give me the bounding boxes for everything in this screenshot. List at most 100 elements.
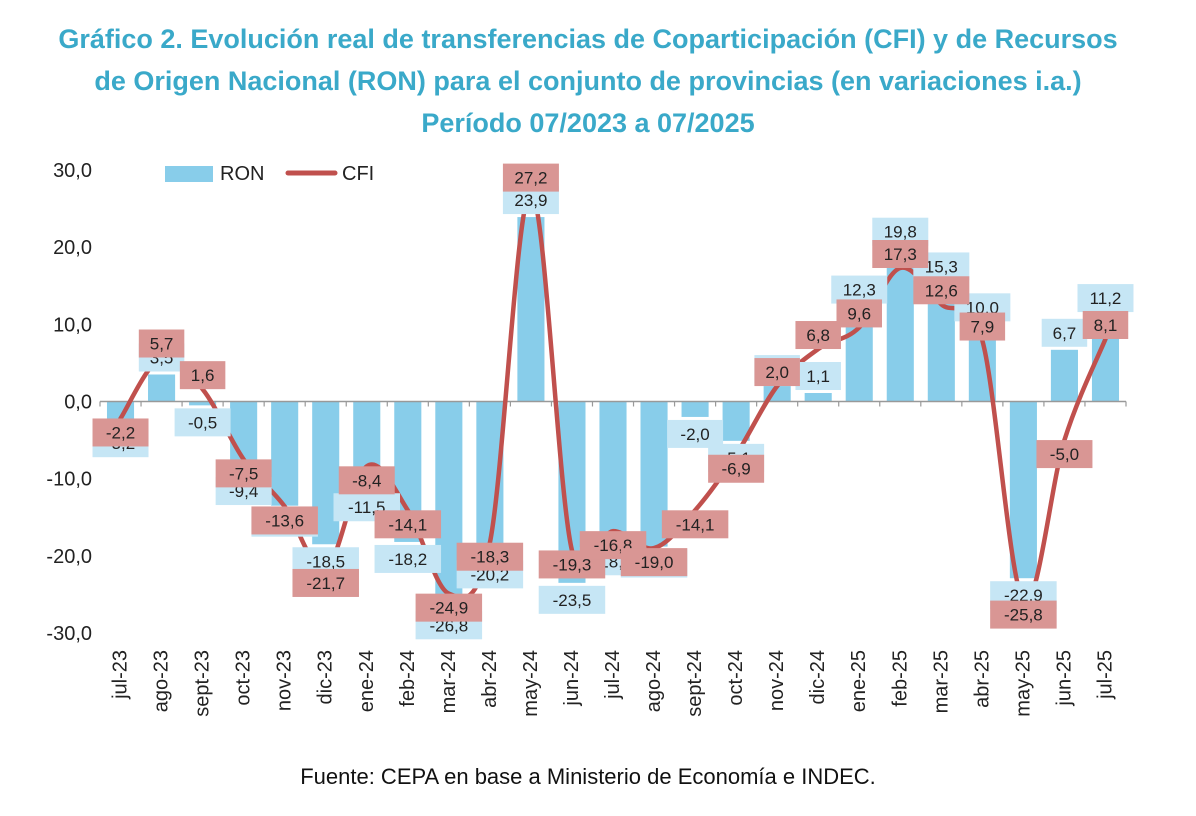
y-tick-label: 30,0 bbox=[53, 160, 92, 182]
x-tick-label: feb-25 bbox=[889, 650, 911, 707]
data-label-cfi: -19,0 bbox=[635, 553, 674, 572]
data-label-ron-bg bbox=[374, 544, 442, 573]
bar-ron bbox=[189, 401, 217, 406]
data-label-ron: -18,2 bbox=[388, 550, 427, 569]
data-label-cfi: -6,9 bbox=[721, 460, 750, 479]
data-label-ron: 23,9 bbox=[514, 191, 547, 210]
y-tick-label: 0,0 bbox=[64, 392, 92, 414]
data-label-cfi-bg bbox=[456, 542, 524, 571]
x-tick-label: abr-24 bbox=[479, 650, 501, 708]
data-label-cfi-bg bbox=[92, 418, 149, 447]
data-label-cfi-bg bbox=[1036, 440, 1093, 469]
data-label-cfi: 27,2 bbox=[514, 169, 547, 188]
data-label-cfi-bg bbox=[708, 454, 765, 483]
bar-ron bbox=[722, 401, 750, 441]
data-label-cfi: -5,0 bbox=[1050, 445, 1079, 464]
data-label-ron: 19,8 bbox=[884, 223, 917, 242]
data-label-cfi-bg bbox=[872, 240, 929, 269]
legend-label-ron: RON bbox=[220, 163, 264, 185]
y-tick-label: -30,0 bbox=[46, 623, 92, 645]
x-tick-label: abr-25 bbox=[971, 650, 993, 708]
data-label-ron-bg bbox=[667, 419, 724, 448]
bar-ron bbox=[148, 374, 176, 402]
x-tick-label: nov-24 bbox=[766, 650, 788, 711]
x-tick-label: mar-25 bbox=[930, 650, 952, 713]
data-label-cfi: -24,9 bbox=[429, 599, 468, 618]
data-label-ron: 6,7 bbox=[1053, 324, 1077, 343]
x-tick-label: mar-24 bbox=[438, 650, 460, 713]
x-tick-label: feb-24 bbox=[397, 650, 419, 707]
y-tick-label: 10,0 bbox=[53, 314, 92, 336]
data-label-cfi: -25,8 bbox=[1004, 606, 1043, 625]
x-tick-label: jun-25 bbox=[1053, 650, 1075, 707]
data-label-cfi: 7,9 bbox=[971, 318, 995, 337]
data-label-cfi-bg bbox=[292, 568, 359, 597]
x-tick-label: jul-23 bbox=[110, 650, 132, 700]
x-tick-label: jun-24 bbox=[561, 650, 583, 707]
data-label-cfi-bg bbox=[1082, 310, 1129, 339]
x-tick-label: may-25 bbox=[1012, 650, 1034, 717]
data-label-cfi: -18,3 bbox=[471, 548, 510, 567]
data-label-ron-bg bbox=[831, 275, 888, 304]
x-tick-label: dic-23 bbox=[315, 650, 337, 704]
source-note: Fuente: CEPA en base a Ministerio de Eco… bbox=[300, 764, 876, 789]
data-label-ron: 11,2 bbox=[1090, 289, 1122, 308]
x-tick-label: ene-25 bbox=[848, 650, 870, 712]
data-label-cfi-bg bbox=[754, 358, 800, 387]
data-label-cfi-bg bbox=[502, 163, 559, 192]
data-label-cfi: -8,4 bbox=[352, 471, 381, 490]
bar-ron bbox=[599, 401, 627, 545]
data-label-ron: 1,1 bbox=[806, 367, 830, 386]
chart-title-line-1: Gráfico 2. Evolución real de transferenc… bbox=[58, 24, 1118, 54]
data-label-cfi: -19,3 bbox=[553, 555, 592, 574]
data-label-cfi: 5,7 bbox=[150, 335, 174, 354]
data-label-ron: -22,9 bbox=[1004, 586, 1043, 605]
data-label-cfi: 8,1 bbox=[1094, 316, 1118, 335]
data-label-cfi: 2,0 bbox=[765, 363, 789, 382]
y-tick-label: -10,0 bbox=[46, 469, 92, 491]
data-label-cfi: 17,3 bbox=[884, 245, 917, 264]
data-label-cfi-bg bbox=[374, 510, 442, 539]
x-tick-label: ago-23 bbox=[151, 650, 173, 712]
data-label-ron-bg bbox=[1077, 284, 1134, 313]
legend-swatch-ron bbox=[165, 166, 213, 182]
data-label-cfi-bg bbox=[179, 361, 226, 390]
data-label-ron-bg bbox=[795, 362, 841, 391]
x-tick-label: ene-24 bbox=[356, 650, 378, 712]
data-label-cfi-bg bbox=[990, 600, 1057, 629]
data-label-cfi-bg bbox=[415, 593, 483, 622]
data-label-ron: -23,5 bbox=[553, 591, 592, 610]
x-tick-label: dic-24 bbox=[807, 650, 829, 704]
y-tick-label: 20,0 bbox=[53, 237, 92, 259]
data-label-ron: 12,3 bbox=[843, 281, 876, 300]
data-label-ron: 15,3 bbox=[925, 257, 958, 276]
chart-title-line-2: de Origen Nacional (RON) para el conjunt… bbox=[94, 66, 1082, 96]
data-label-ron-bg bbox=[174, 408, 231, 437]
data-label-cfi-bg bbox=[251, 506, 318, 535]
data-label-cfi-bg bbox=[913, 276, 970, 305]
data-label-cfi-bg bbox=[620, 548, 688, 577]
x-tick-label: jul-24 bbox=[602, 650, 624, 700]
data-label-cfi-bg bbox=[959, 312, 1006, 341]
data-label-cfi: 12,6 bbox=[925, 281, 958, 300]
chart-title-line-3: Período 07/2023 a 07/2025 bbox=[421, 108, 755, 138]
data-label-cfi-bg bbox=[661, 510, 729, 539]
chart-title: Gráfico 2. Evolución real de transferenc… bbox=[0, 18, 1176, 144]
data-label-cfi: -21,7 bbox=[306, 574, 345, 593]
data-label-cfi: 1,6 bbox=[191, 366, 215, 385]
bar-ron bbox=[681, 401, 709, 417]
data-label-cfi-bg bbox=[836, 299, 882, 328]
bar-ron bbox=[271, 401, 299, 506]
data-label-cfi: 9,6 bbox=[847, 304, 871, 323]
data-label-cfi: -13,6 bbox=[265, 511, 304, 530]
data-label-cfi-bg bbox=[138, 329, 185, 358]
data-label-ron-bg bbox=[538, 585, 606, 614]
bar-ron bbox=[1050, 349, 1078, 402]
data-label-cfi: -7,5 bbox=[229, 464, 258, 483]
data-label-ron: -2,0 bbox=[680, 425, 709, 444]
y-tick-label: -20,0 bbox=[46, 546, 92, 568]
x-tick-label: jul-25 bbox=[1094, 650, 1116, 700]
data-label-cfi: 6,8 bbox=[806, 326, 830, 345]
x-tick-label: sept-23 bbox=[192, 650, 214, 717]
